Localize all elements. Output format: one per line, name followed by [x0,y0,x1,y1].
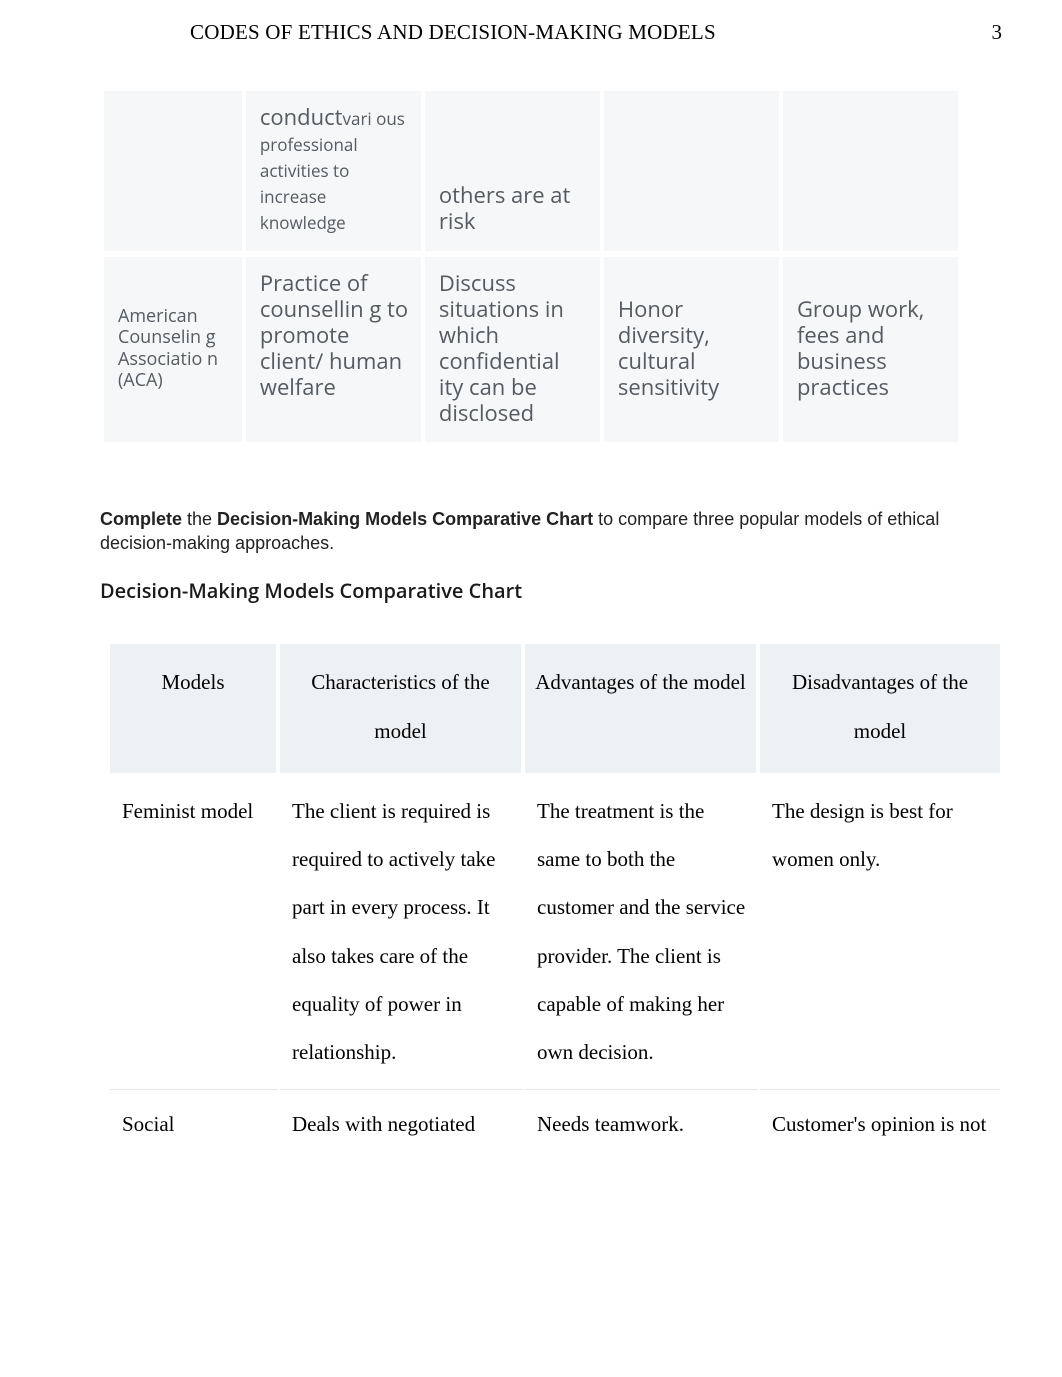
cell-org [104,91,242,251]
bold-chart-title: Decision-Making Models Comparative Chart [217,509,593,529]
cell-empty [783,91,958,251]
table-row: American Counselin g Associatio n (ACA) … [104,257,958,443]
cell-model-name: Social [110,1089,280,1160]
col-characteristics: Characteristics of the model [280,644,525,775]
cell-practice: Practice of counsellin g to promote clie… [246,257,421,443]
table-row: Social Deals with negotiated Needs teamw… [110,1089,1000,1160]
instruction-paragraph: Complete the Decision-Making Models Comp… [0,508,1062,555]
cell-empty [604,91,779,251]
col-models: Models [110,644,280,775]
ethics-table: conductvari ous professional activities … [100,85,962,448]
table-header-row: Models Characteristics of the model Adva… [110,644,1000,775]
cell-advantages: The treatment is the same to both the cu… [525,775,760,1089]
table-row: Feminist model The client is required is… [110,775,1000,1089]
cell-characteristics: Deals with negotiated [280,1089,525,1160]
cell-group: Group work, fees and business practices [783,257,958,443]
models-table: Models Characteristics of the model Adva… [110,644,1000,1160]
cell-model-name: Feminist model [110,775,280,1089]
page-header: CODES OF ETHICS AND DECISION-MAKING MODE… [0,20,1062,45]
bold-complete: Complete [100,509,182,529]
section-heading: Decision-Making Models Comparative Chart [0,577,1062,604]
cell-disadvantages: Customer's opinion is not [760,1089,1000,1160]
text-the: the [182,509,217,529]
cell-honor: Honor diversity, cultural sensitivity [604,257,779,443]
cell-conduct: conductvari ous professional activities … [246,91,421,251]
col-advantages: Advantages of the model [525,644,760,775]
cell-lead: conduct [260,102,343,132]
page: CODES OF ETHICS AND DECISION-MAKING MODE… [0,0,1062,1200]
cell-disadvantages: The design is best for women only. [760,775,1000,1089]
models-table-wrap: Models Characteristics of the model Adva… [0,644,1062,1160]
col-disadvantages: Disadvantages of the model [760,644,1000,775]
cell-characteristics: The client is required is required to ac… [280,775,525,1089]
page-number: 3 [992,20,1003,45]
running-head: CODES OF ETHICS AND DECISION-MAKING MODE… [190,20,716,45]
table-row: conductvari ous professional activities … [104,91,958,251]
cell-discuss: Discuss situations in which confidential… [425,257,600,443]
cell-others: others are at risk [425,91,600,251]
cell-org: American Counselin g Associatio n (ACA) [104,257,242,443]
ethics-table-wrap: conductvari ous professional activities … [0,85,1062,448]
cell-advantages: Needs teamwork. [525,1089,760,1160]
